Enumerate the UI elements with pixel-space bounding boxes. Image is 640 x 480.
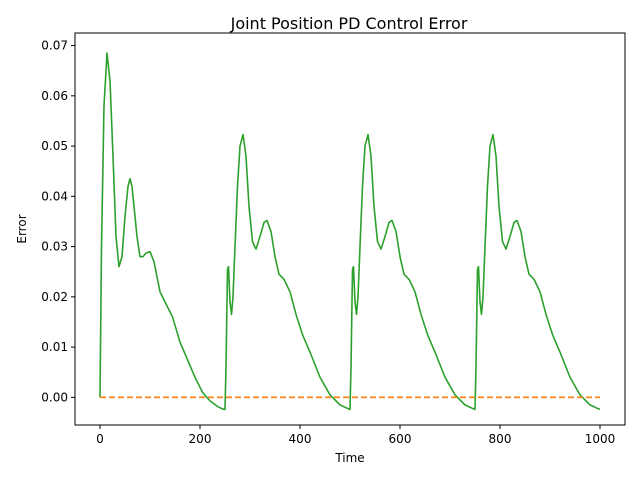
y-tick-label: 0.05: [41, 139, 68, 153]
y-tick-label: 0.02: [41, 290, 68, 304]
y-tick-label: 0.06: [41, 89, 68, 103]
y-tick-label: 0.03: [41, 240, 68, 254]
plot-area: [74, 32, 626, 426]
plot-frame: [74, 32, 626, 426]
series-line-0: [99, 52, 601, 411]
y-axis-label: Error: [15, 214, 29, 243]
y-tick-label: 0.01: [41, 340, 68, 354]
y-axis: 0.00 0.01 0.02 0.03 0.04 0.05 0.06 0.07: [41, 39, 75, 404]
x-tick-label: 800: [489, 432, 512, 446]
y-tick-label: 0.00: [41, 390, 68, 404]
x-tick-label: 0: [96, 432, 104, 446]
x-tick-label: 200: [189, 432, 212, 446]
chart-title: Joint Position PD Control Error: [230, 14, 468, 33]
x-tick-label: 600: [389, 432, 412, 446]
y-tick-label: 0.07: [41, 39, 68, 53]
y-tick-label: 0.04: [41, 189, 68, 203]
x-tick-label: 1000: [585, 432, 616, 446]
x-axis-label: Time: [334, 451, 364, 465]
series-layer: [99, 52, 601, 411]
x-axis: 0 200 400 600 800 1000: [96, 425, 615, 446]
x-tick-label: 400: [289, 432, 312, 446]
